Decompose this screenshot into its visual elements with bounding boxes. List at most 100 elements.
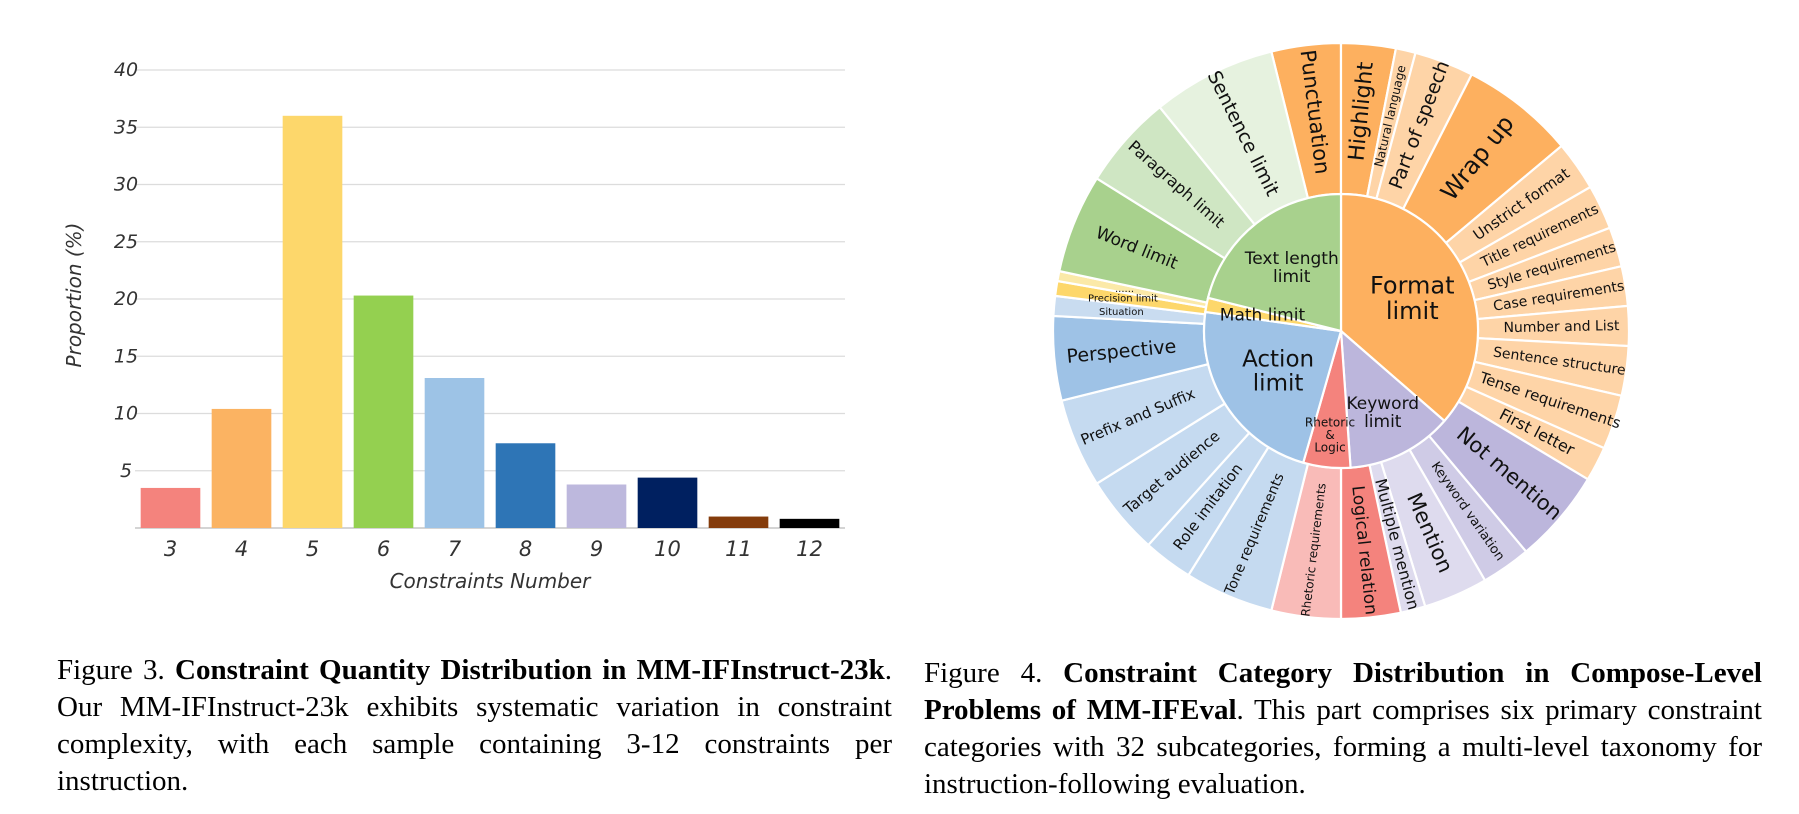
figure-3-prefix: Figure 3.	[57, 654, 176, 686]
x-tick-label: 11	[725, 537, 752, 561]
x-tick-label: 4	[235, 537, 248, 561]
bar-chart: 5 10 15 20 25 30 35 40 3 4 5 6 7 8 9 10 11 12 Constraints …	[62, 59, 845, 593]
y-tick-label: 20	[114, 288, 138, 310]
outer-wedge	[1095, 402, 1251, 547]
y-tick-label: 15	[114, 345, 138, 367]
outer-label: Sentence limit	[1203, 67, 1284, 199]
outer-wedge	[1407, 434, 1528, 582]
outer-label: Natural language	[1372, 64, 1409, 168]
x-axis-title: Constraints Number	[390, 569, 593, 593]
outer-label: Number and List	[1503, 318, 1620, 336]
inner-label: Text length	[1244, 249, 1339, 269]
outer-wedge	[1458, 185, 1612, 284]
outer-label: Tone requirements	[1222, 471, 1288, 598]
outer-wedge	[1365, 47, 1417, 201]
bar-7	[424, 378, 485, 528]
inner-wedge	[1301, 330, 1352, 470]
inner-wedge	[1204, 296, 1342, 333]
outer-wedge	[1473, 264, 1630, 321]
outer-wedge	[1427, 400, 1590, 554]
inner-label: limit	[1364, 412, 1402, 432]
outer-label: Perspective	[1066, 335, 1178, 367]
outer-label: Sentence structure	[1492, 344, 1627, 378]
outer-wedge	[1060, 362, 1227, 486]
inner-wedge	[1202, 310, 1343, 465]
outer-label: Part of speech	[1385, 58, 1454, 193]
outer-wedge	[1051, 314, 1210, 403]
outer-label: First letter	[1496, 405, 1578, 460]
outer-wedge	[1379, 448, 1487, 608]
bar-10	[637, 477, 698, 528]
y-axis-title: Proportion (%)	[62, 223, 86, 368]
figure-4-body: . This part comprises six primary constr…	[924, 694, 1762, 800]
figure-4-caption: Figure 4. Constraint Category Distributi…	[924, 655, 1762, 803]
outer-label: Keyword variation	[1428, 459, 1507, 564]
y-tick-label: 10	[114, 403, 138, 425]
outer-wedge	[1444, 144, 1592, 265]
outer-wedge	[1401, 72, 1564, 245]
inner-label: limit	[1273, 267, 1311, 287]
outer-wedge	[1146, 431, 1270, 577]
outer-wedge	[1056, 269, 1209, 309]
x-tick-label: 5	[306, 537, 319, 561]
y-tick-label: 40	[114, 59, 138, 81]
x-tick-label: 6	[377, 537, 390, 561]
inner-label: Keyword	[1346, 394, 1419, 414]
outer-wedge	[1368, 460, 1427, 615]
inner-label: &	[1325, 428, 1334, 442]
outer-wedge	[1186, 445, 1310, 612]
y-tick-label: 30	[114, 174, 138, 196]
inner-wedge	[1339, 192, 1480, 423]
figure-3-body: . Our MM-IFInstruct-23k exhibits systema…	[57, 654, 892, 797]
outer-label: Role imitation	[1169, 460, 1246, 554]
outer-label: Title requirements	[1478, 201, 1601, 271]
x-tick-label: 3	[164, 537, 177, 561]
outer-wedge	[1467, 226, 1623, 302]
y-tick-label: 25	[114, 231, 138, 253]
x-tick-label: 7	[448, 537, 462, 561]
outer-wedge	[1269, 41, 1343, 200]
outer-label: Highlight	[1344, 60, 1378, 162]
outer-label: Style requirements	[1486, 239, 1618, 293]
outer-wedge	[1339, 41, 1398, 198]
outer-wedge	[1053, 279, 1208, 316]
bar-11	[708, 516, 769, 528]
bar-8	[495, 443, 556, 528]
inner-label: Action	[1242, 346, 1314, 372]
outer-label: Word limit	[1093, 223, 1181, 274]
figure-3-caption: Figure 3. Constraint Quantity Distributi…	[57, 652, 892, 800]
inner-wedge	[1206, 192, 1343, 333]
outer-label: Not mention	[1452, 422, 1567, 525]
bar-6	[353, 295, 414, 528]
outer-label: Rhetoric requirements	[1298, 482, 1328, 617]
inner-label: Rhetoric	[1305, 415, 1355, 429]
outer-label: Wrap up	[1435, 110, 1520, 206]
outer-wedge	[1158, 50, 1310, 227]
outer-wedge	[1473, 337, 1630, 398]
outer-wedge	[1464, 360, 1623, 450]
inner-label: Math limit	[1220, 306, 1306, 326]
inner-label: limit	[1386, 297, 1439, 325]
outer-wedge	[1375, 51, 1474, 211]
x-tick-label: 12	[796, 537, 823, 561]
outer-wedge	[1456, 385, 1606, 481]
x-tick-label: 8	[519, 537, 532, 561]
figure-4-title: Constraint Category Distribution in Comp…	[924, 657, 1762, 726]
bar-9	[566, 484, 627, 528]
outer-label: Case requirements	[1492, 278, 1625, 315]
outer-label: Target audience	[1119, 427, 1223, 518]
inner-label: Format	[1370, 272, 1455, 300]
x-tick-label: 9	[590, 537, 603, 561]
outer-label: Prefix and Suffix	[1078, 384, 1198, 448]
outer-wedge	[1269, 462, 1343, 621]
outer-label: Tense requirements	[1476, 368, 1623, 432]
inner-label: Logic	[1314, 441, 1345, 455]
outer-wedge	[1476, 304, 1631, 348]
outer-label: Paragraph limit	[1124, 137, 1228, 232]
bar-3	[140, 487, 201, 528]
outer-label: Punctuation	[1296, 48, 1335, 175]
outer-wedge	[1057, 176, 1227, 304]
inner-wedge	[1339, 328, 1446, 469]
figure-4-prefix: Figure 4.	[924, 657, 1064, 689]
y-tick-label: 35	[114, 116, 138, 138]
